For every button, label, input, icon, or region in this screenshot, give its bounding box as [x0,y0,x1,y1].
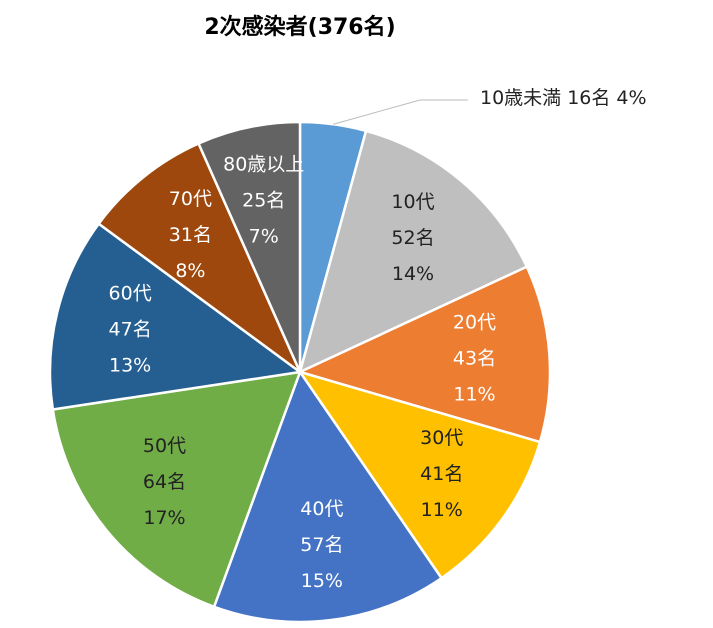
chart-title: 2次感染者(376名) [204,14,395,40]
pie-slice [298,129,529,375]
slice-label: 7% [249,225,279,247]
slice-label: 52名 [391,227,434,249]
slice-label: 11% [421,499,463,521]
pie-slice [296,265,552,444]
slice-label: 15% [301,570,343,592]
slice-label: 60代 [109,283,152,305]
pie-slice [296,369,542,580]
slice-label: 8% [175,260,205,282]
label-part: 10歳未満 [480,87,561,109]
slice-label: 43名 [453,347,496,369]
slice-label: 13% [109,355,151,377]
slice-label: 25名 [242,189,285,211]
slice-label: 50代 [143,435,186,457]
slice-label: 47名 [109,319,152,341]
pie-slice [48,221,304,411]
slice-label: 14% [392,263,434,285]
label-part: 16名 [567,87,610,109]
slice-label: 57名 [300,534,343,556]
pie-slice [212,369,444,624]
label-part: 4% [616,87,646,109]
slice-label: 20代 [453,311,496,333]
slice-label: 70代 [169,188,212,210]
slice-label: 10歳未満 16名 4% [480,87,647,109]
slice-label: 41名 [420,463,463,485]
pie-slice [51,370,302,609]
pie-slice [196,120,302,373]
slice-label: 80歳以上 [223,153,304,175]
slice-label: 10代 [391,191,434,213]
slice-label: 64名 [143,471,186,493]
slice-label: 31名 [169,224,212,246]
slice-label: 11% [453,383,495,405]
pie-slice [96,141,304,376]
leader-line [333,99,468,125]
slice-label: 40代 [300,498,343,520]
slice-label: 17% [143,507,185,529]
slice-label: 30代 [420,427,463,449]
